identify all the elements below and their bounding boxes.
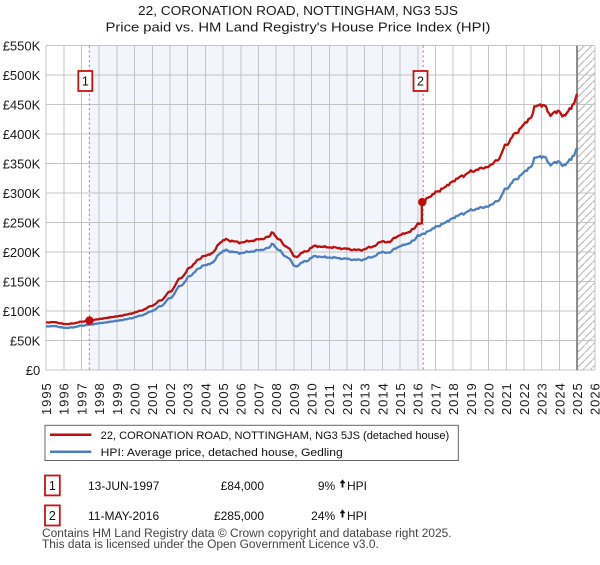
- svg-text:This data is licensed under th: This data is licensed under the Open Gov…: [42, 539, 379, 551]
- svg-text:11-MAY-2016: 11-MAY-2016: [88, 509, 159, 523]
- svg-text:2012: 2012: [340, 382, 355, 415]
- svg-text:2024: 2024: [552, 382, 567, 415]
- svg-text:24%: 24%: [311, 509, 335, 523]
- svg-text:2011: 2011: [322, 383, 337, 415]
- svg-text:2006: 2006: [234, 382, 249, 415]
- svg-text:£400K: £400K: [3, 127, 41, 142]
- svg-text:HPI: Average price, detached h: HPI: Average price, detached house, Gedl…: [101, 447, 343, 459]
- svg-text:Contains HM Land Registry data: Contains HM Land Registry data © Crown c…: [42, 528, 452, 540]
- svg-text:2004: 2004: [198, 382, 213, 415]
- svg-text:2014: 2014: [375, 382, 390, 415]
- svg-text:HPI: HPI: [347, 509, 367, 523]
- svg-text:2017: 2017: [428, 382, 443, 415]
- svg-text:2: 2: [49, 509, 56, 523]
- svg-text:2020: 2020: [482, 382, 497, 415]
- svg-text:2009: 2009: [287, 382, 302, 415]
- svg-text:£450K: £450K: [3, 98, 41, 113]
- svg-text:2005: 2005: [216, 382, 231, 415]
- svg-text:2021: 2021: [499, 382, 514, 415]
- svg-text:£100K: £100K: [3, 304, 41, 319]
- svg-text:2000: 2000: [128, 382, 143, 415]
- svg-text:2: 2: [417, 75, 424, 89]
- svg-text:£150K: £150K: [3, 275, 41, 290]
- svg-text:1997: 1997: [74, 382, 89, 415]
- svg-text:2023: 2023: [535, 382, 550, 415]
- svg-text:Price paid vs. HM Land Registr: Price paid vs. HM Land Registry's House …: [106, 20, 491, 35]
- svg-text:2008: 2008: [269, 382, 284, 415]
- svg-text:£200K: £200K: [3, 245, 41, 260]
- svg-text:1999: 1999: [110, 382, 125, 415]
- svg-text:1995: 1995: [39, 382, 54, 415]
- svg-text:2019: 2019: [464, 382, 479, 415]
- svg-text:2010: 2010: [305, 382, 320, 415]
- svg-text:2002: 2002: [163, 382, 178, 415]
- svg-text:£250K: £250K: [3, 216, 41, 231]
- svg-text:£285,000: £285,000: [214, 509, 264, 523]
- svg-text:2003: 2003: [181, 382, 196, 415]
- svg-text:£500K: £500K: [3, 68, 41, 83]
- svg-text:9%: 9%: [318, 479, 336, 493]
- svg-text:1: 1: [82, 75, 89, 89]
- svg-text:HPI: HPI: [347, 479, 367, 493]
- svg-text:13-JUN-1997: 13-JUN-1997: [88, 479, 160, 493]
- svg-text:£300K: £300K: [3, 186, 41, 201]
- svg-text:1996: 1996: [57, 382, 72, 415]
- svg-text:2015: 2015: [393, 382, 408, 415]
- svg-text:£0: £0: [26, 363, 40, 378]
- svg-text:22, CORONATION ROAD, NOTTINGHA: 22, CORONATION ROAD, NOTTINGHAM, NG3 5JS: [138, 3, 458, 18]
- svg-text:2013: 2013: [358, 382, 373, 415]
- svg-text:22, CORONATION ROAD, NOTTINGHA: 22, CORONATION ROAD, NOTTINGHAM, NG3 5JS…: [101, 430, 450, 442]
- svg-text:2001: 2001: [145, 382, 160, 415]
- svg-text:2022: 2022: [517, 382, 532, 415]
- svg-text:2016: 2016: [411, 382, 426, 415]
- svg-text:2026: 2026: [588, 382, 600, 415]
- svg-text:£50K: £50K: [10, 334, 41, 349]
- svg-text:2018: 2018: [446, 382, 461, 415]
- svg-text:1998: 1998: [92, 382, 107, 415]
- svg-text:2007: 2007: [251, 382, 266, 415]
- svg-text:£550K: £550K: [3, 39, 41, 54]
- svg-text:2025: 2025: [570, 382, 585, 415]
- svg-text:£84,000: £84,000: [221, 479, 265, 493]
- svg-text:1: 1: [49, 479, 56, 493]
- svg-text:£350K: £350K: [3, 157, 41, 172]
